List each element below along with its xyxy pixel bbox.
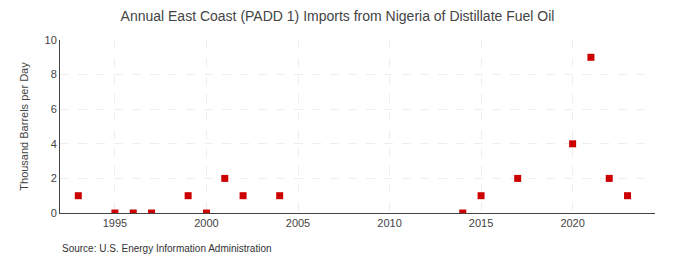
svg-text:2015: 2015 — [469, 217, 493, 229]
svg-text:8: 8 — [51, 68, 57, 80]
svg-text:4: 4 — [51, 138, 57, 150]
svg-text:0: 0 — [51, 207, 57, 219]
svg-text:2010: 2010 — [377, 217, 401, 229]
svg-text:1995: 1995 — [103, 217, 127, 229]
svg-text:10: 10 — [45, 34, 57, 46]
svg-text:Thousand Barrels per Day: Thousand Barrels per Day — [18, 62, 30, 191]
svg-text:Source: U.S. Energy Informatio: Source: U.S. Energy Information Administ… — [62, 243, 272, 254]
svg-text:2020: 2020 — [560, 217, 584, 229]
svg-text:2005: 2005 — [286, 217, 310, 229]
svg-text:2000: 2000 — [194, 217, 218, 229]
svg-text:Annual East Coast (PADD 1) Imp: Annual East Coast (PADD 1) Imports from … — [121, 8, 555, 24]
svg-text:2: 2 — [51, 172, 57, 184]
svg-text:6: 6 — [51, 103, 57, 115]
